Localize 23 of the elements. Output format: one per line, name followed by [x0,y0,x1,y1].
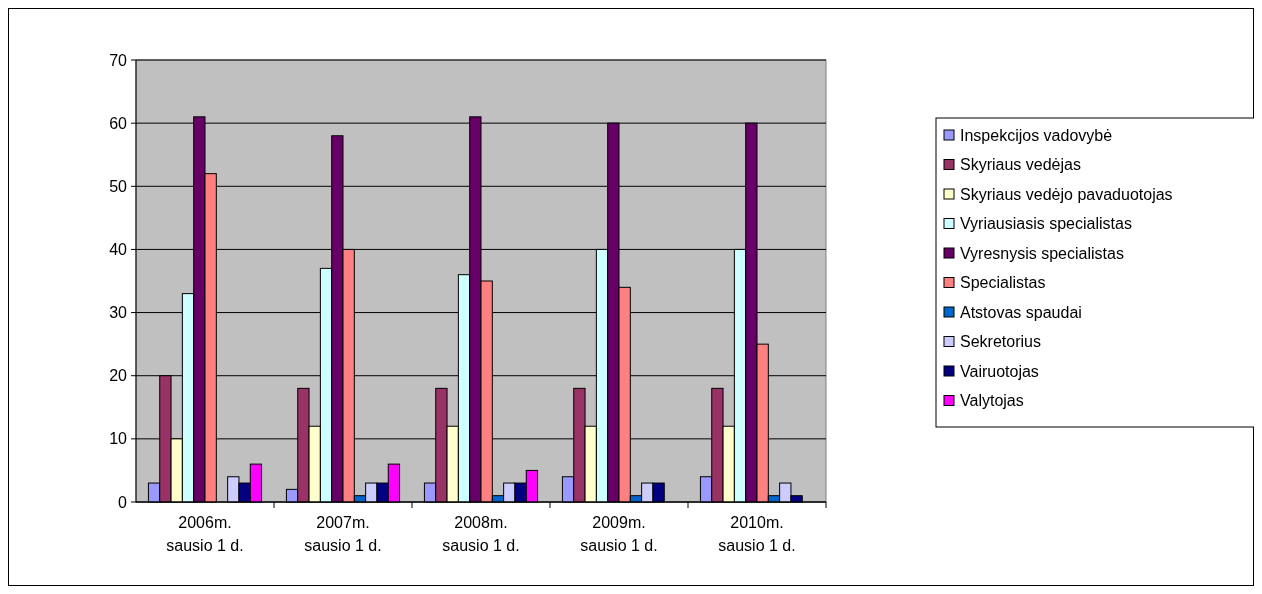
x-tick-label: 2009m. sausio 1 d. [580,514,658,554]
legend-label: Skyriaus vedėjas [960,156,1081,174]
legend-label: Atstovas spaudai [960,303,1082,321]
y-tick-label: 70 [109,51,128,69]
legend-label: Vyriausiasis specialistas [960,215,1132,233]
x-tick-label: 2010m. sausio 1 d. [718,514,796,554]
y-tick-label: 50 [109,177,128,195]
legend-label: Valytojas [960,392,1024,410]
y-tick-label: 0 [118,493,128,511]
x-tick-label: 2007m. sausio 1 d. [304,514,382,554]
y-tick-label: 60 [109,114,128,132]
y-tick-label: 10 [109,430,128,448]
legend-label: Sekretorius [960,333,1041,351]
x-tick-label: 2006m. sausio 1 d. [166,514,244,554]
y-tick-label: 30 [109,304,128,322]
legend-label: Vyresnysis specialistas [960,244,1124,262]
legend-label: Specialistas [960,274,1046,292]
y-tick-label: 40 [109,241,128,259]
x-tick-label: 2008m. sausio 1 d. [442,514,520,554]
legend-label: Skyriaus vedėjo pavaduotojas [960,185,1173,203]
y-tick-label: 20 [109,367,128,385]
legend-label: Vairuotojas [960,362,1039,380]
legend-label: Inspekcijos vadovybė [960,126,1113,144]
